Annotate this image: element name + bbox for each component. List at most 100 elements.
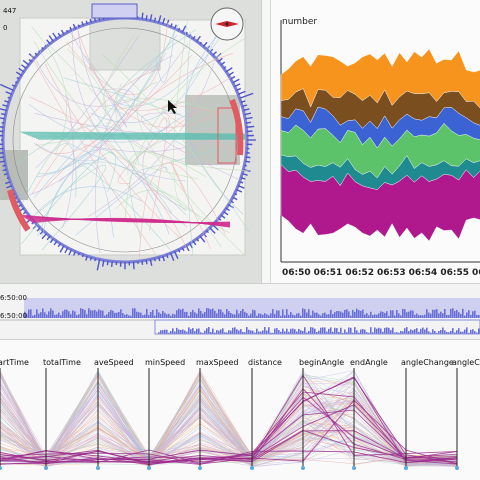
timeline-bar: [132, 308, 134, 318]
timeline-bar: [452, 328, 454, 334]
timeline-bar: [402, 308, 404, 318]
timeline-bar: [316, 332, 318, 334]
pcp-polyline: [0, 375, 458, 467]
timeline-bar: [338, 332, 340, 334]
trajectory-line-highlight: [19, 131, 246, 135]
timeline-bar: [374, 327, 376, 334]
ring-histogram-bar: [149, 14, 153, 21]
map-secondary-value: 0: [3, 24, 7, 32]
ring-histogram-bar: [223, 211, 229, 216]
ring-histogram-bar: [162, 17, 166, 25]
ring-histogram-bar: [185, 245, 190, 252]
trajectory-line: [142, 109, 199, 227]
pcp-axis-handle[interactable]: [0, 466, 2, 470]
ring-histogram-bar: [244, 112, 252, 116]
timeline-bar: [378, 327, 380, 334]
timeline-bar: [296, 331, 298, 334]
timeline-bar: [176, 310, 178, 318]
pcp-axis-handle[interactable]: [44, 466, 48, 470]
map-canvas[interactable]: 447 0: [0, 0, 262, 283]
pcp-axis-handle[interactable]: [250, 466, 254, 470]
timeline-bar: [298, 313, 300, 318]
ring-histogram-bar: [22, 59, 30, 66]
x-tick-label: 06:53: [377, 268, 406, 278]
ring-histogram-bar: [236, 188, 243, 193]
ring-histogram-bar: [69, 26, 73, 31]
ring-histogram-bar: [141, 260, 144, 265]
ring-histogram-bar: [245, 156, 251, 159]
pcp-axis-handle[interactable]: [352, 466, 356, 470]
timeline-bar: [198, 328, 200, 334]
timeline-bar: [90, 310, 92, 318]
parallel-coordinates-view[interactable]: artTime totalTime aveSpeed minSpeed maxS…: [0, 339, 480, 480]
ring-histogram-bar: [157, 15, 162, 23]
timeline-bar: [252, 309, 254, 318]
timeline-bar: [302, 308, 304, 318]
timeline-bar: [392, 310, 394, 318]
timeline-bar: [434, 331, 436, 334]
pcp-polyline-highlight: [0, 409, 458, 461]
timeline-bar: [232, 327, 234, 334]
timeline-canvas[interactable]: 6:50:00 6:50:00: [0, 284, 480, 339]
timeline-bar: [278, 310, 280, 318]
ring-histogram-bar: [49, 238, 54, 244]
timeline-bar: [470, 329, 472, 334]
pcp-axis-handle[interactable]: [301, 466, 305, 470]
pcp-canvas[interactable]: [0, 340, 480, 480]
pcp-axis-handle[interactable]: [198, 466, 202, 470]
trajectory-line: [141, 112, 246, 183]
pcp-axes: [0, 368, 459, 470]
pcp-axis-handle[interactable]: [147, 466, 151, 470]
ring-histogram-bar: [101, 260, 105, 267]
trajectory-line: [17, 43, 189, 199]
pcp-axis-handle[interactable]: [96, 466, 100, 470]
timeline-bar: [28, 309, 30, 318]
pcp-polyline: [0, 386, 458, 466]
timeline-bar: [460, 331, 462, 334]
ring-histogram-bar: [239, 181, 244, 184]
timeline-bar: [414, 329, 416, 334]
timeline-bar: [326, 314, 328, 318]
trajectory-line: [33, 41, 230, 234]
pcp-axis-handle[interactable]: [455, 466, 459, 470]
ring-histogram-bar: [196, 238, 200, 242]
trajectory-line: [63, 77, 207, 128]
timeline-bar: [414, 314, 416, 318]
timeline-bar: [308, 309, 310, 318]
timeline-bar: [178, 329, 180, 334]
trajectory-line: [36, 54, 192, 154]
ring-histogram-bar: [39, 230, 44, 235]
timeline-bar: [354, 327, 356, 334]
timeline-bar: [26, 313, 28, 318]
pcp-axis-handle[interactable]: [404, 466, 408, 470]
trajectory-line: [103, 35, 144, 110]
top-selection-box[interactable]: [91, 3, 138, 19]
y-axis-label: number: [282, 17, 317, 27]
ring-histogram-bar: [225, 207, 231, 212]
timeline-bar: [74, 311, 76, 318]
timeline-bar: [98, 309, 100, 318]
streamgraph-chart[interactable]: number 06:5006:5106:5206:5306:5406:5506:…: [271, 0, 480, 283]
timeline-bar: [166, 329, 168, 334]
timeline-bar: [242, 331, 244, 334]
timeline-bar: [274, 314, 276, 318]
trajectory-lines: [17, 20, 250, 259]
timeline-bar: [78, 314, 80, 318]
ring-histogram-bar: [0, 152, 4, 154]
ring-histogram-bar: [6, 185, 13, 189]
timeline-brush[interactable]: [154, 319, 480, 335]
map-view[interactable]: 447 0: [0, 0, 262, 283]
streamgraph-view[interactable]: number 06:5006:5106:5206:5306:5406:5506:…: [270, 0, 480, 283]
timeline-bar: [436, 332, 438, 334]
timeline-bar: [230, 330, 232, 334]
timeline-view[interactable]: 6:50:00 6:50:00: [0, 283, 480, 339]
timeline-bar: [186, 331, 188, 334]
timeline-bar: [284, 331, 286, 334]
trajectory-line: [185, 34, 194, 255]
selection-box[interactable]: [217, 107, 237, 164]
timeline-bar: [244, 332, 246, 334]
timeline-bar: [286, 328, 288, 334]
ring-histogram-bar: [166, 254, 169, 259]
timeline-bar: [256, 328, 258, 334]
pcp-polyline-highlight: [0, 376, 458, 465]
